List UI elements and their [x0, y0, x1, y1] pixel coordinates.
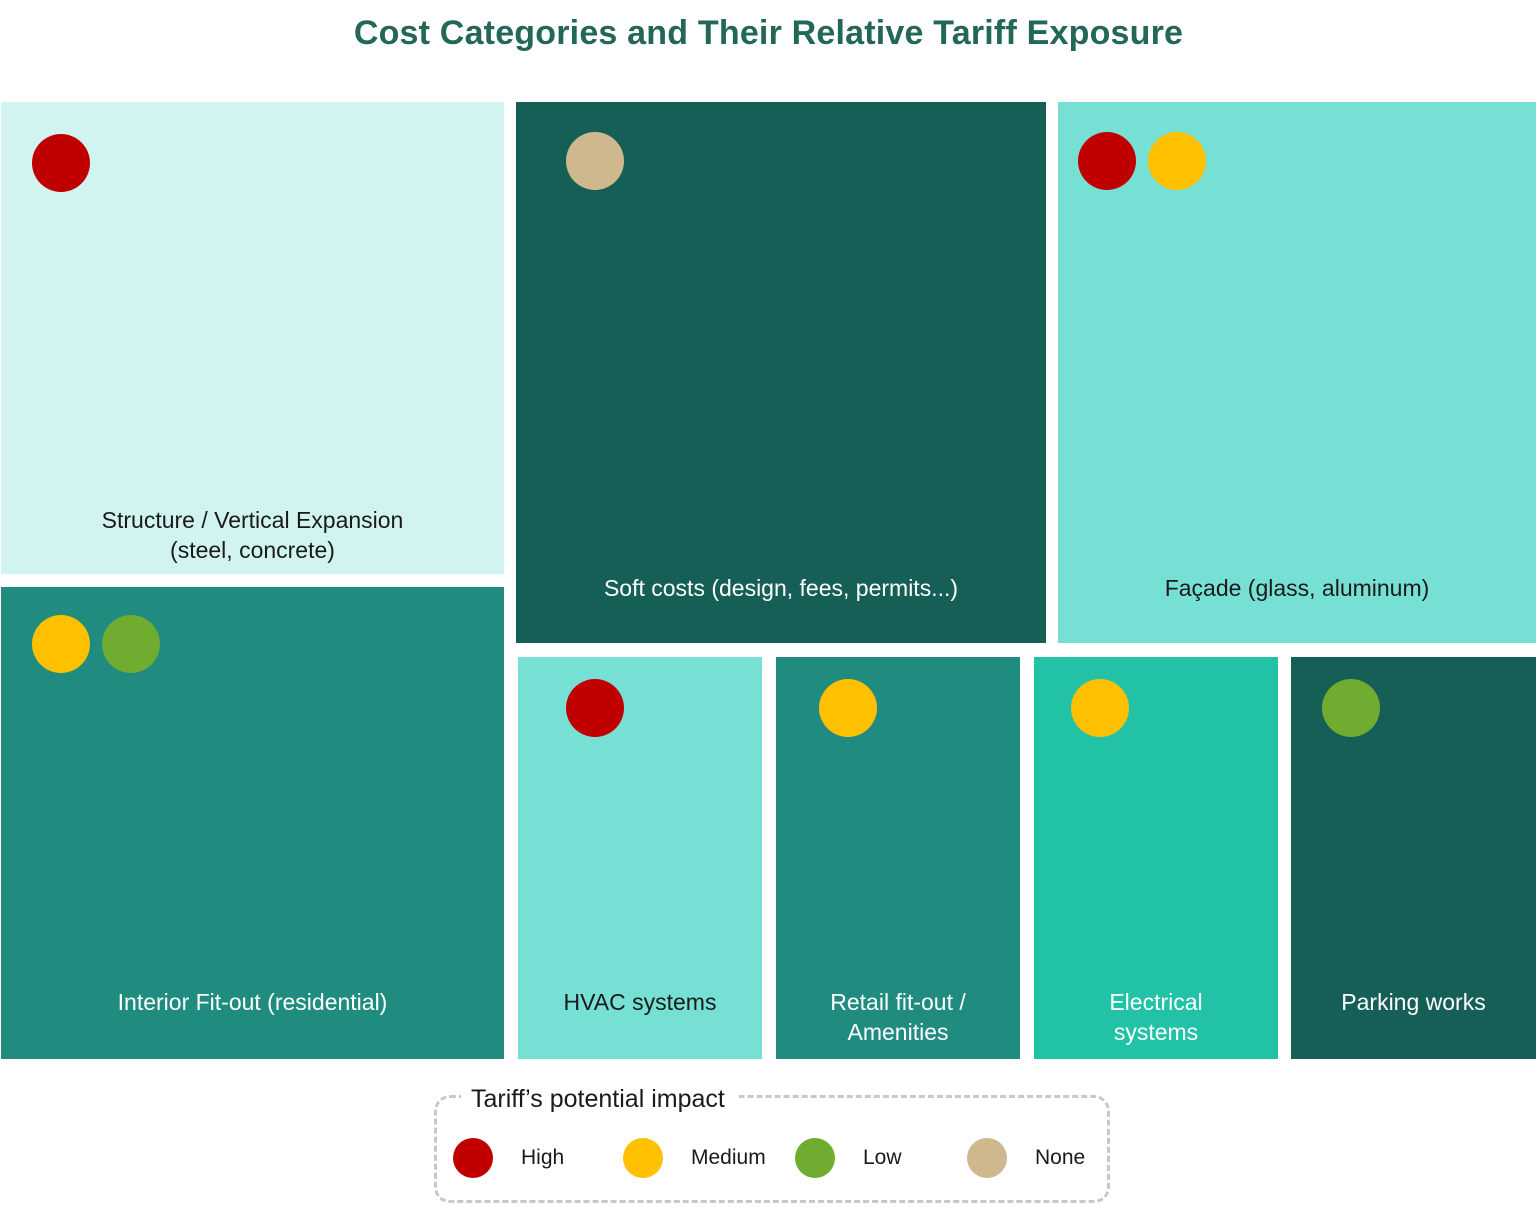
high-impact-dot-icon	[32, 134, 90, 192]
legend-item-none: None	[967, 1138, 1085, 1178]
legend-label: Medium	[691, 1146, 766, 1169]
tile-structure: Structure / Vertical Expansion (steel, c…	[1, 102, 504, 574]
tile-label: Soft costs (design, fees, permits...)	[603, 575, 959, 601]
none-impact-dot-icon	[566, 132, 624, 190]
medium-impact-dot-icon	[1148, 132, 1206, 190]
tile-label: Parking works	[1341, 989, 1486, 1015]
tile-retail-fitout: Retail fit-out / Amenities	[776, 657, 1020, 1059]
impact-indicators	[32, 615, 160, 673]
legend-label: High	[521, 1146, 565, 1169]
tile-parking: Parking works	[1291, 657, 1536, 1059]
tile-facade: Façade (glass, aluminum)	[1058, 102, 1536, 643]
high-impact-dot-icon	[1078, 132, 1136, 190]
high-impact-dot-icon	[566, 679, 624, 737]
low-impact-dot-icon	[795, 1138, 835, 1178]
low-impact-dot-icon	[1322, 679, 1380, 737]
legend-item-low: Low	[795, 1138, 902, 1178]
medium-impact-dot-icon	[819, 679, 877, 737]
legend-title: Tariff’s potential impact	[461, 1084, 739, 1114]
low-impact-dot-icon	[102, 615, 160, 673]
medium-impact-dot-icon	[32, 615, 90, 673]
medium-impact-dot-icon	[623, 1138, 663, 1178]
legend-label: None	[1035, 1146, 1086, 1169]
tile-label: Interior Fit-out (residential)	[117, 989, 388, 1015]
impact-indicators	[1078, 132, 1206, 190]
legend: Tariff’s potential impact High Medium Lo…	[434, 1084, 1110, 1203]
impact-indicators	[1071, 679, 1129, 737]
tile-label: Façade (glass, aluminum)	[1164, 575, 1430, 601]
medium-impact-dot-icon	[1071, 679, 1129, 737]
no-impact-dot-icon	[967, 1138, 1007, 1178]
legend-item-high: High	[453, 1138, 564, 1178]
legend-label: Low	[863, 1146, 902, 1169]
tile-label: Structure / Vertical Expansion (steel, c…	[101, 507, 404, 563]
tile-hvac: HVAC systems	[518, 657, 762, 1059]
high-impact-dot-icon	[453, 1138, 493, 1178]
tile-electrical: Electrical systems	[1034, 657, 1278, 1059]
diagram-title: Cost Categories and Their Relative Tarif…	[353, 14, 1184, 52]
impact-indicators	[566, 679, 624, 737]
tile-label: Electrical systems	[1109, 989, 1203, 1045]
tile-soft-costs: Soft costs (design, fees, permits...)	[516, 102, 1046, 643]
impact-indicators	[566, 132, 624, 190]
tile-label: HVAC systems	[563, 989, 717, 1015]
impact-indicators	[32, 134, 90, 192]
tile-label: Retail fit-out / Amenities	[830, 989, 966, 1045]
impact-indicators	[1322, 679, 1380, 737]
legend-item-medium: Medium	[623, 1138, 766, 1178]
tile-interior-fitout: Interior Fit-out (residential)	[1, 587, 504, 1059]
impact-indicators	[819, 679, 877, 737]
